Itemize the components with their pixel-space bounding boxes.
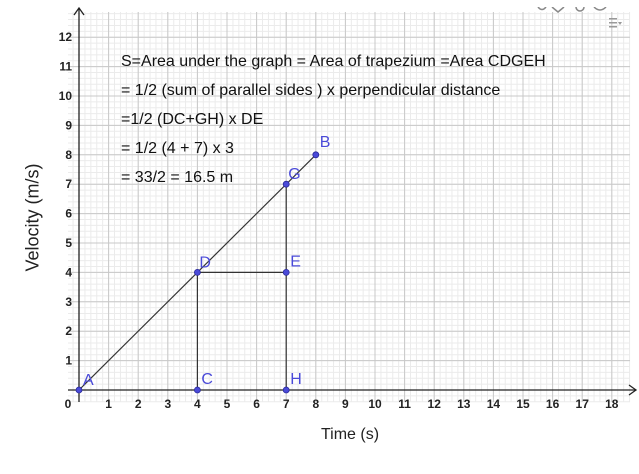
x-tick-label: 12 — [428, 397, 442, 411]
x-tick-label: 15 — [516, 397, 530, 411]
tick-labels: 0 1 2 3 4 5 6 7 8 9 10 11 12 13 14 15 16 17 18123456789101… — [59, 30, 619, 411]
annotation-line-2: = 1/2 (sum of parallel sides ) x perpend… — [121, 82, 501, 99]
segments — [78, 154, 317, 391]
y-tick-label: 3 — [65, 295, 72, 309]
point-e[interactable] — [282, 268, 290, 276]
y-tick-label: 8 — [65, 148, 72, 162]
x-tick-label: 18 — [605, 397, 619, 411]
x-tick-label: 17 — [576, 397, 590, 411]
x-tick-label: 14 — [487, 397, 501, 411]
annotation-line-3: =1/2 (DC+GH) x DE — [121, 111, 264, 128]
point-b[interactable] — [312, 151, 320, 159]
x-tick-label: 6 — [253, 397, 260, 411]
x-tick-label: 8 — [312, 397, 319, 411]
points: A B C D E G H — [75, 134, 331, 394]
x-tick-label: 13 — [457, 397, 471, 411]
x-tick-label: 3 — [164, 397, 171, 411]
y-tick-label: 11 — [59, 60, 72, 74]
point-d[interactable] — [193, 268, 201, 276]
y-tick-label: 7 — [65, 177, 72, 191]
y-axis-label: Velocity (m/s) — [22, 163, 43, 272]
style-bar-toggle-icon[interactable] — [609, 16, 623, 28]
point-label-b: B — [320, 134, 331, 151]
x-axis-arrow-icon — [628, 384, 638, 396]
x-tick-label: 10 — [368, 397, 382, 411]
annotation-line-4: = 1/2 (4 + 7) x 3 — [121, 140, 234, 157]
y-tick-label: 6 — [65, 207, 72, 221]
y-axis-arrow-icon — [73, 6, 85, 16]
y-tick-label: 9 — [65, 118, 72, 132]
point-label-c: C — [201, 371, 213, 388]
x-tick-label: 2 — [135, 397, 142, 411]
point-label-h: H — [290, 371, 302, 388]
x-tick-label: 16 — [546, 397, 560, 411]
x-tick-label: 1 — [105, 397, 112, 411]
y-tick-label: 1 — [65, 354, 72, 368]
y-tick-label: 10 — [59, 89, 73, 103]
x-axis-label: Time (s) — [320, 426, 380, 443]
y-tick-label: 12 — [59, 30, 73, 44]
point-h[interactable] — [282, 386, 290, 394]
toolbar-icons-partial[interactable] — [528, 0, 628, 13]
point-label-g: G — [288, 166, 300, 183]
x-tick-label: 7 — [283, 397, 290, 411]
axes — [68, 6, 638, 402]
point-label-e: E — [290, 253, 301, 270]
point-label-a: A — [83, 372, 94, 389]
x-tick-label: 4 — [194, 397, 201, 411]
y-tick-label: 4 — [65, 265, 72, 279]
annotation-line-1: S=Area under the graph = Area of trapezi… — [121, 53, 546, 70]
y-tick-label: 2 — [65, 324, 72, 338]
x-tick-label: 0 — [65, 397, 72, 411]
point-label-d: D — [199, 254, 211, 271]
annotation-line-5: = 33/2 = 16.5 m — [121, 169, 234, 186]
point-c[interactable] — [193, 386, 201, 394]
point-a[interactable] — [75, 386, 83, 394]
x-tick-label: 5 — [224, 397, 231, 411]
point-g[interactable] — [282, 180, 290, 188]
major-grid — [68, 12, 630, 402]
y-tick-label: 5 — [65, 236, 72, 250]
x-tick-label: 9 — [342, 397, 349, 411]
x-tick-label: 11 — [398, 397, 411, 411]
